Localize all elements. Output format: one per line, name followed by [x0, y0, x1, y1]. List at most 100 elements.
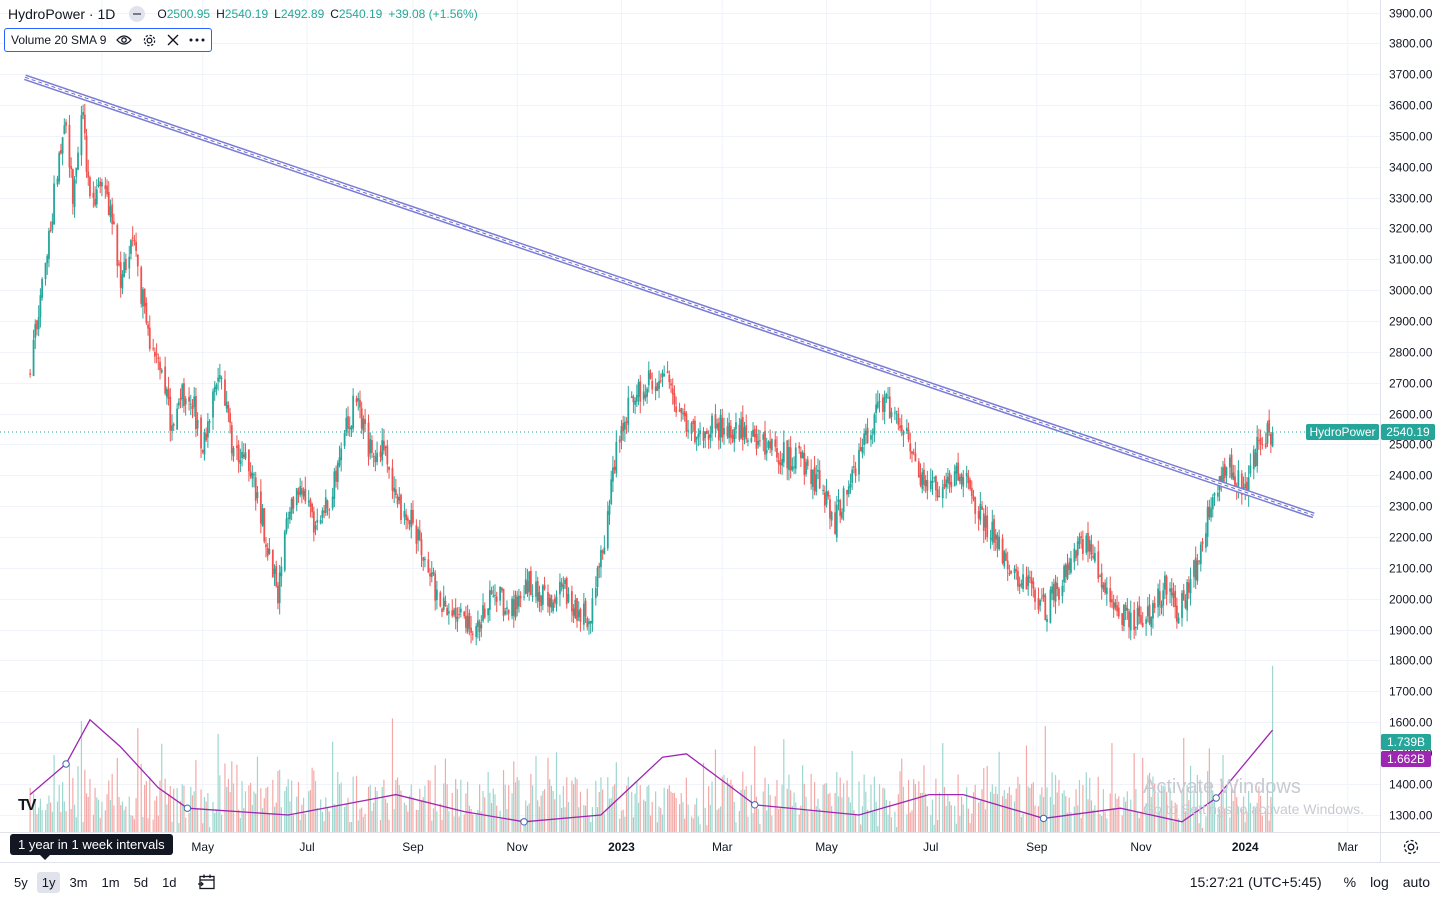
symbol-price-label: HydroPower — [1306, 424, 1379, 441]
candle — [753, 425, 756, 443]
volume-bar — [692, 818, 694, 832]
candle — [256, 485, 259, 504]
candle — [1247, 465, 1250, 507]
volume-bar — [1017, 776, 1019, 832]
volume-bar — [1270, 796, 1272, 832]
candle — [107, 181, 110, 216]
candle — [169, 388, 172, 442]
candle — [1169, 582, 1171, 604]
range-1m-button[interactable]: 1m — [101, 874, 120, 890]
candle — [806, 456, 809, 470]
range-5y-button[interactable]: 5y — [14, 874, 28, 890]
symbol-title[interactable]: HydroPower · 1D — [8, 6, 116, 22]
candle — [991, 509, 994, 545]
volume-bar — [513, 761, 515, 832]
candle — [823, 485, 826, 513]
volume-bar — [156, 796, 158, 832]
volume-bar — [625, 785, 628, 832]
candle — [548, 593, 551, 616]
volume-bar — [415, 809, 417, 832]
volume-bar — [812, 811, 814, 832]
price-tick-label: 2700.00 — [1389, 377, 1433, 391]
candle — [1157, 583, 1159, 618]
close-icon[interactable] — [167, 34, 179, 46]
volume-bar — [181, 784, 183, 832]
candle — [478, 619, 481, 641]
tradingview-logo-icon[interactable]: TV — [18, 797, 37, 814]
volume-bar — [164, 778, 166, 832]
volume-bar — [959, 815, 961, 832]
candle — [101, 178, 103, 197]
candle — [541, 584, 544, 611]
volume-bar — [178, 823, 180, 832]
collapse-legend-button[interactable] — [129, 6, 146, 22]
candle — [133, 234, 136, 246]
volume-bar — [140, 763, 142, 832]
range-3m-button[interactable]: 3m — [69, 874, 88, 890]
candle — [1080, 531, 1083, 549]
volume-bar — [289, 801, 291, 832]
candle — [921, 467, 924, 494]
more-options-icon[interactable] — [189, 37, 205, 43]
volume-bar — [810, 773, 812, 832]
candle — [926, 470, 929, 500]
candle — [1064, 562, 1067, 584]
candle — [383, 428, 385, 455]
volume-bar — [706, 825, 708, 832]
volume-bar — [1222, 755, 1224, 832]
candle — [335, 465, 337, 488]
candle — [875, 393, 877, 423]
range-5d-button[interactable]: 5d — [133, 874, 149, 890]
volume-bar — [101, 801, 103, 832]
candle — [687, 419, 690, 439]
volume-bar — [1058, 780, 1060, 832]
volume-bar — [465, 793, 467, 832]
candle — [758, 430, 761, 447]
volume-bar — [321, 811, 323, 832]
volume-bar — [757, 808, 759, 832]
volume-bar — [547, 757, 549, 832]
eye-icon[interactable] — [116, 34, 133, 46]
settings-gear-icon[interactable] — [142, 33, 157, 48]
volume-bar — [280, 807, 282, 832]
clock-timezone[interactable]: 15:27:21 (UTC+5:45) — [1189, 874, 1322, 890]
candle — [1006, 551, 1009, 581]
range-1d-button[interactable]: 1d — [162, 874, 177, 890]
trendline[interactable] — [24, 74, 1315, 519]
volume-bar — [872, 812, 874, 832]
volume-bar — [118, 797, 120, 832]
auto-scale-toggle[interactable]: auto — [1402, 874, 1430, 890]
chart-settings-icon[interactable] — [1402, 838, 1420, 856]
volume-bar — [260, 788, 262, 832]
volume-bar — [106, 794, 108, 832]
candle — [1170, 578, 1173, 607]
volume-bar — [1181, 791, 1183, 832]
volume-indicator-legend[interactable]: Volume 20 SMA 9 — [4, 28, 213, 52]
volume-bar — [955, 823, 958, 832]
candle — [300, 480, 303, 504]
candle — [979, 491, 982, 525]
log-scale-toggle[interactable]: log — [1370, 874, 1389, 890]
volume-bar — [1236, 797, 1238, 832]
candle — [424, 556, 426, 568]
range-1y-button[interactable]: 1y — [36, 871, 61, 893]
candle — [526, 568, 529, 597]
volume-bar — [144, 784, 146, 832]
volume-bar — [320, 799, 322, 832]
volume-bar — [1188, 800, 1190, 832]
volume-bar — [526, 805, 529, 832]
chart-canvas[interactable]: 3900.00 3800.00 3700.00 3600.00 3500.00 3400.… — [0, 0, 1440, 862]
volume-bar — [470, 808, 472, 832]
goto-date-calendar-icon[interactable] — [197, 874, 216, 890]
watermark-line-1: Activate Windows — [1143, 776, 1301, 798]
candle — [871, 428, 874, 445]
candle — [733, 427, 736, 452]
volume-bar — [759, 823, 761, 832]
volume-bar — [1171, 800, 1173, 832]
range-tooltip: 1 year in 1 week intervals — [10, 834, 173, 860]
volume-bar — [996, 793, 999, 832]
candle — [535, 570, 537, 604]
volume-bar — [815, 806, 817, 832]
candle — [87, 159, 90, 186]
percent-scale-toggle[interactable]: % — [1343, 874, 1357, 890]
